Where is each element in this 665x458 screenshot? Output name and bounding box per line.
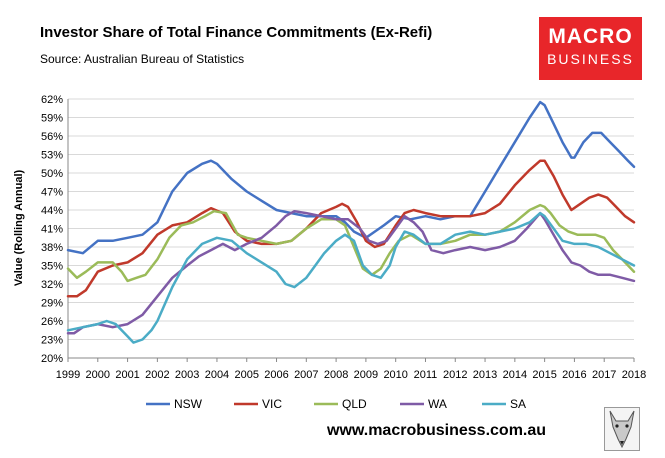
series-line-wa [66, 209, 636, 335]
grid-lines [67, 98, 634, 359]
series-lines [66, 100, 636, 344]
y-tick-label: 41% [41, 224, 63, 236]
y-tick-label: 20% [41, 353, 63, 365]
x-tick-label: 2003 [175, 369, 199, 381]
x-tick-label: 2000 [86, 369, 110, 381]
logo-line-2: BUSINESS [547, 51, 634, 67]
logo-line-1: MACRO [548, 25, 633, 48]
x-tick-label: 2015 [532, 369, 556, 381]
x-tick-label: 2010 [383, 369, 407, 381]
x-tick-label: 2012 [443, 369, 467, 381]
x-tick-label: 2002 [145, 369, 169, 381]
y-tick-label: 44% [41, 205, 63, 217]
x-axis-ticks: 1999 2000 2001 2002 2003 2004 2005 2006 2007 2008… [56, 358, 646, 381]
y-tick-label: 29% [41, 298, 63, 310]
x-tick-label: 2007 [294, 369, 318, 381]
y-tick-label: 38% [41, 242, 63, 254]
legend-label-qld: QLD [342, 397, 367, 411]
chart-source: Source: Australian Bureau of Statistics [40, 52, 245, 66]
x-tick-label: 2011 [414, 369, 438, 381]
y-tick-label: 56% [41, 131, 63, 143]
x-tick-label: 2009 [354, 369, 378, 381]
y-tick-label: 26% [41, 316, 63, 328]
x-tick-label: 1999 [56, 369, 80, 381]
x-tick-label: 2014 [503, 369, 527, 381]
legend-label-sa: SA [510, 397, 526, 411]
chart-title: Investor Share of Total Finance Commitme… [40, 24, 433, 41]
y-tick-label: 50% [41, 168, 63, 180]
y-axis-label: Value (Rolling Annual) [13, 170, 25, 287]
x-tick-label: 2004 [205, 369, 229, 381]
x-tick-label: 2017 [592, 369, 616, 381]
y-tick-label: 35% [41, 261, 63, 273]
legend: NSW VIC QLD WA SA [146, 397, 526, 411]
series-line-sa [66, 211, 636, 344]
legend-label-wa: WA [428, 397, 447, 411]
y-tick-label: 53% [41, 150, 63, 162]
x-tick-label: 2016 [562, 369, 586, 381]
y-tick-label: 23% [41, 335, 63, 347]
series-line-nsw [66, 100, 636, 255]
legend-label-nsw: NSW [174, 397, 203, 411]
y-axis-ticks: 20% 23% 26% 29% 32% 35% 38% 41% 44% 47% 50% 53% 56% 5… [41, 94, 63, 365]
x-tick-label: 2001 [115, 369, 139, 381]
y-tick-label: 32% [41, 279, 63, 291]
series-line-qld [66, 203, 636, 283]
macrobusiness-logo: MACRO BUSINESS [539, 17, 642, 80]
website-url: www.macrobusiness.com.au [327, 422, 547, 439]
x-tick-label: 2005 [234, 369, 258, 381]
x-tick-label: 2018 [622, 369, 646, 381]
x-tick-label: 2006 [264, 369, 288, 381]
series-line-vic [66, 159, 636, 298]
y-tick-label: 59% [41, 113, 63, 125]
legend-label-vic: VIC [262, 397, 282, 411]
y-tick-label: 62% [41, 94, 63, 106]
fox-icon [604, 407, 640, 451]
x-tick-label: 2008 [324, 369, 348, 381]
y-tick-label: 47% [41, 187, 63, 199]
x-tick-label: 2013 [473, 369, 497, 381]
